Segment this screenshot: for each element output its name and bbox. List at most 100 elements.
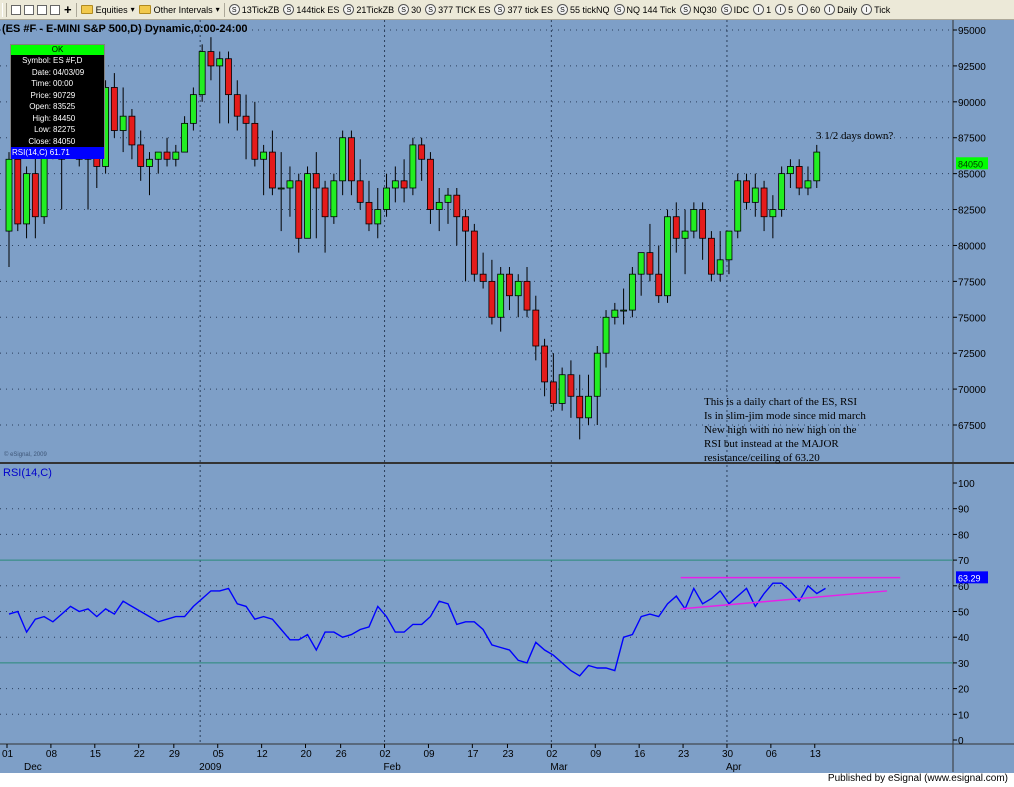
candle[interactable]: [725, 230, 733, 275]
candle[interactable]: [31, 152, 39, 239]
add-icon[interactable]: +: [64, 2, 72, 17]
candle[interactable]: [620, 288, 627, 325]
open-icon[interactable]: [37, 4, 47, 15]
candle[interactable]: [418, 137, 426, 181]
candle[interactable]: [356, 159, 364, 210]
candle[interactable]: [339, 130, 347, 196]
candle[interactable]: [242, 94, 250, 160]
candle[interactable]: [189, 87, 197, 131]
toolbar-item-377-tick-es[interactable]: S 377 TICK ES: [425, 4, 490, 15]
candle[interactable]: [506, 267, 513, 311]
candle[interactable]: [225, 51, 232, 124]
candle[interactable]: [207, 37, 215, 81]
candle[interactable]: [479, 252, 487, 289]
candle[interactable]: [391, 166, 399, 203]
candle[interactable]: [365, 180, 373, 232]
candle[interactable]: [383, 173, 390, 217]
candle[interactable]: [233, 80, 241, 131]
candle[interactable]: [23, 166, 30, 239]
candle[interactable]: [181, 116, 189, 153]
candle[interactable]: [198, 44, 206, 102]
candle[interactable]: [664, 209, 671, 303]
candle[interactable]: [655, 245, 663, 303]
candle[interactable]: [778, 166, 786, 217]
dropdown-arrow-icon[interactable]: ▾: [215, 5, 220, 14]
candle[interactable]: [462, 209, 469, 282]
candle[interactable]: [708, 231, 715, 282]
dropdown-arrow-icon[interactable]: ▾: [130, 5, 135, 14]
candle[interactable]: [172, 144, 180, 167]
rsi-series[interactable]: [8, 582, 826, 677]
candle[interactable]: [637, 252, 645, 296]
candle[interactable]: [523, 267, 531, 318]
candle[interactable]: [804, 166, 812, 196]
candle[interactable]: [304, 166, 311, 239]
candle[interactable]: [251, 101, 259, 167]
candle[interactable]: [532, 295, 540, 361]
candle[interactable]: [321, 180, 329, 253]
candle[interactable]: [795, 159, 803, 196]
candle[interactable]: [119, 87, 127, 153]
candle[interactable]: [760, 180, 768, 232]
candle[interactable]: [312, 152, 320, 239]
candle[interactable]: [549, 353, 557, 411]
candle[interactable]: [128, 109, 136, 160]
toolbar-item-other-intervals[interactable]: Other Intervals ▾: [138, 5, 220, 15]
toolbar-item-daily[interactable]: I Daily: [824, 4, 857, 15]
toolbar-item-equities[interactable]: Equities ▾: [80, 5, 135, 15]
candle[interactable]: [558, 367, 566, 411]
candle[interactable]: [444, 188, 452, 224]
candle[interactable]: [295, 173, 303, 253]
candle[interactable]: [769, 195, 777, 239]
candle[interactable]: [611, 302, 619, 325]
candle[interactable]: [514, 274, 522, 318]
candle[interactable]: [154, 151, 162, 174]
candle[interactable]: [163, 137, 171, 167]
save-icon[interactable]: [50, 4, 60, 15]
toolbar-item-tick[interactable]: I Tick: [861, 4, 890, 15]
candle[interactable]: [593, 346, 601, 425]
toolbar-item-377-tick-es[interactable]: S 377 tick ES: [494, 4, 553, 15]
candle[interactable]: [576, 374, 584, 440]
candle[interactable]: [110, 73, 118, 138]
candle[interactable]: [400, 159, 408, 203]
candle[interactable]: [286, 166, 294, 217]
candle[interactable]: [585, 374, 592, 425]
candle[interactable]: [567, 360, 575, 418]
candle[interactable]: [690, 202, 698, 239]
candle[interactable]: [330, 173, 338, 224]
candle[interactable]: [734, 173, 742, 239]
candle[interactable]: [541, 338, 548, 397]
chart-area[interactable]: 95000 92500 90000 87500 85000 82500 80000 77500…: [0, 20, 1014, 773]
toolbar-item-60[interactable]: I 60: [797, 4, 820, 15]
toolbar-item-30[interactable]: S 30: [398, 4, 421, 15]
candle[interactable]: [453, 188, 461, 246]
candle[interactable]: [260, 144, 268, 196]
candle[interactable]: [497, 267, 505, 332]
toolbar-item-nq-144-tick[interactable]: S NQ 144 Tick: [613, 4, 676, 15]
candle[interactable]: [137, 130, 145, 181]
data-box-status[interactable]: OK: [11, 45, 104, 55]
candle[interactable]: [751, 173, 759, 217]
rsi-trendline[interactable]: [680, 590, 888, 610]
toolbar-item-idc[interactable]: S IDC: [720, 4, 749, 15]
window-icon[interactable]: [24, 4, 34, 15]
candle[interactable]: [488, 259, 496, 325]
candle[interactable]: [277, 152, 285, 232]
candle[interactable]: [681, 209, 689, 275]
toolbar-item-144tick-es[interactable]: S 144tick ES: [283, 4, 339, 15]
candle[interactable]: [787, 159, 794, 188]
candle[interactable]: [348, 130, 355, 196]
toolbar-item-13tickzb[interactable]: S 13TickZB: [228, 4, 279, 15]
toolbar-item-55-ticknq[interactable]: S 55 tickNQ: [557, 4, 610, 15]
candle[interactable]: [813, 144, 821, 188]
candle[interactable]: [216, 51, 224, 124]
toolbar-grip[interactable]: [2, 2, 7, 17]
candle[interactable]: [672, 202, 680, 253]
candle[interactable]: [716, 231, 724, 282]
new-chart-icon[interactable]: [11, 4, 21, 15]
candle[interactable]: [628, 267, 636, 318]
candle[interactable]: [268, 130, 276, 196]
candle[interactable]: [646, 223, 654, 282]
candle[interactable]: [743, 173, 750, 210]
